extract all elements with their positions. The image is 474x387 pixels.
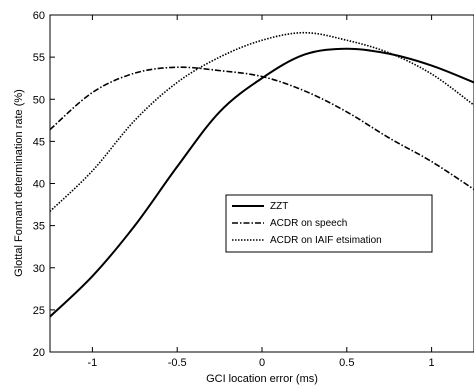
x-tick-label: 1 [429,357,435,369]
x-tick-label: 0 [259,357,265,369]
y-tick-label: 35 [33,221,45,233]
legend-label-acdr-iaif: ACDR on IAIF etsimation [270,235,382,246]
y-axis-label: Glottal Formant determination rate (%) [13,89,25,277]
axis-ticks: -1 -0.5 0 0.5 1 20 25 30 35 40 45 50 55 60 [33,10,435,369]
plot-frame [49,14,474,353]
y-tick-label: 40 [33,179,45,191]
y-tick-label: 50 [33,94,45,106]
y-tick-label: 55 [33,52,45,64]
series-line-zzt [50,47,474,318]
legend-label-acdr-speech: ACDR on speech [270,218,347,229]
x-tick-label: -1 [88,357,98,369]
series-lines [50,31,474,318]
y-tick-label: 45 [33,136,45,148]
y-tick-label: 25 [33,305,45,317]
y-tick-label: 30 [33,263,45,275]
x-axis-label: GCI location error (ms) [206,373,318,385]
y-tick-label: 60 [33,10,45,22]
legend-label-zzt: ZZT [270,201,288,212]
x-tick-label: 0.5 [339,357,354,369]
series-line-acdr-on-speech [50,66,474,191]
y-tick-label: 20 [33,347,45,359]
series-line-acdr-on-iaif-etsimation [50,31,474,212]
legend: ZZT ACDR on speech ACDR on IAIF etsimati… [225,194,433,253]
x-tick-label: -0.5 [168,357,187,369]
